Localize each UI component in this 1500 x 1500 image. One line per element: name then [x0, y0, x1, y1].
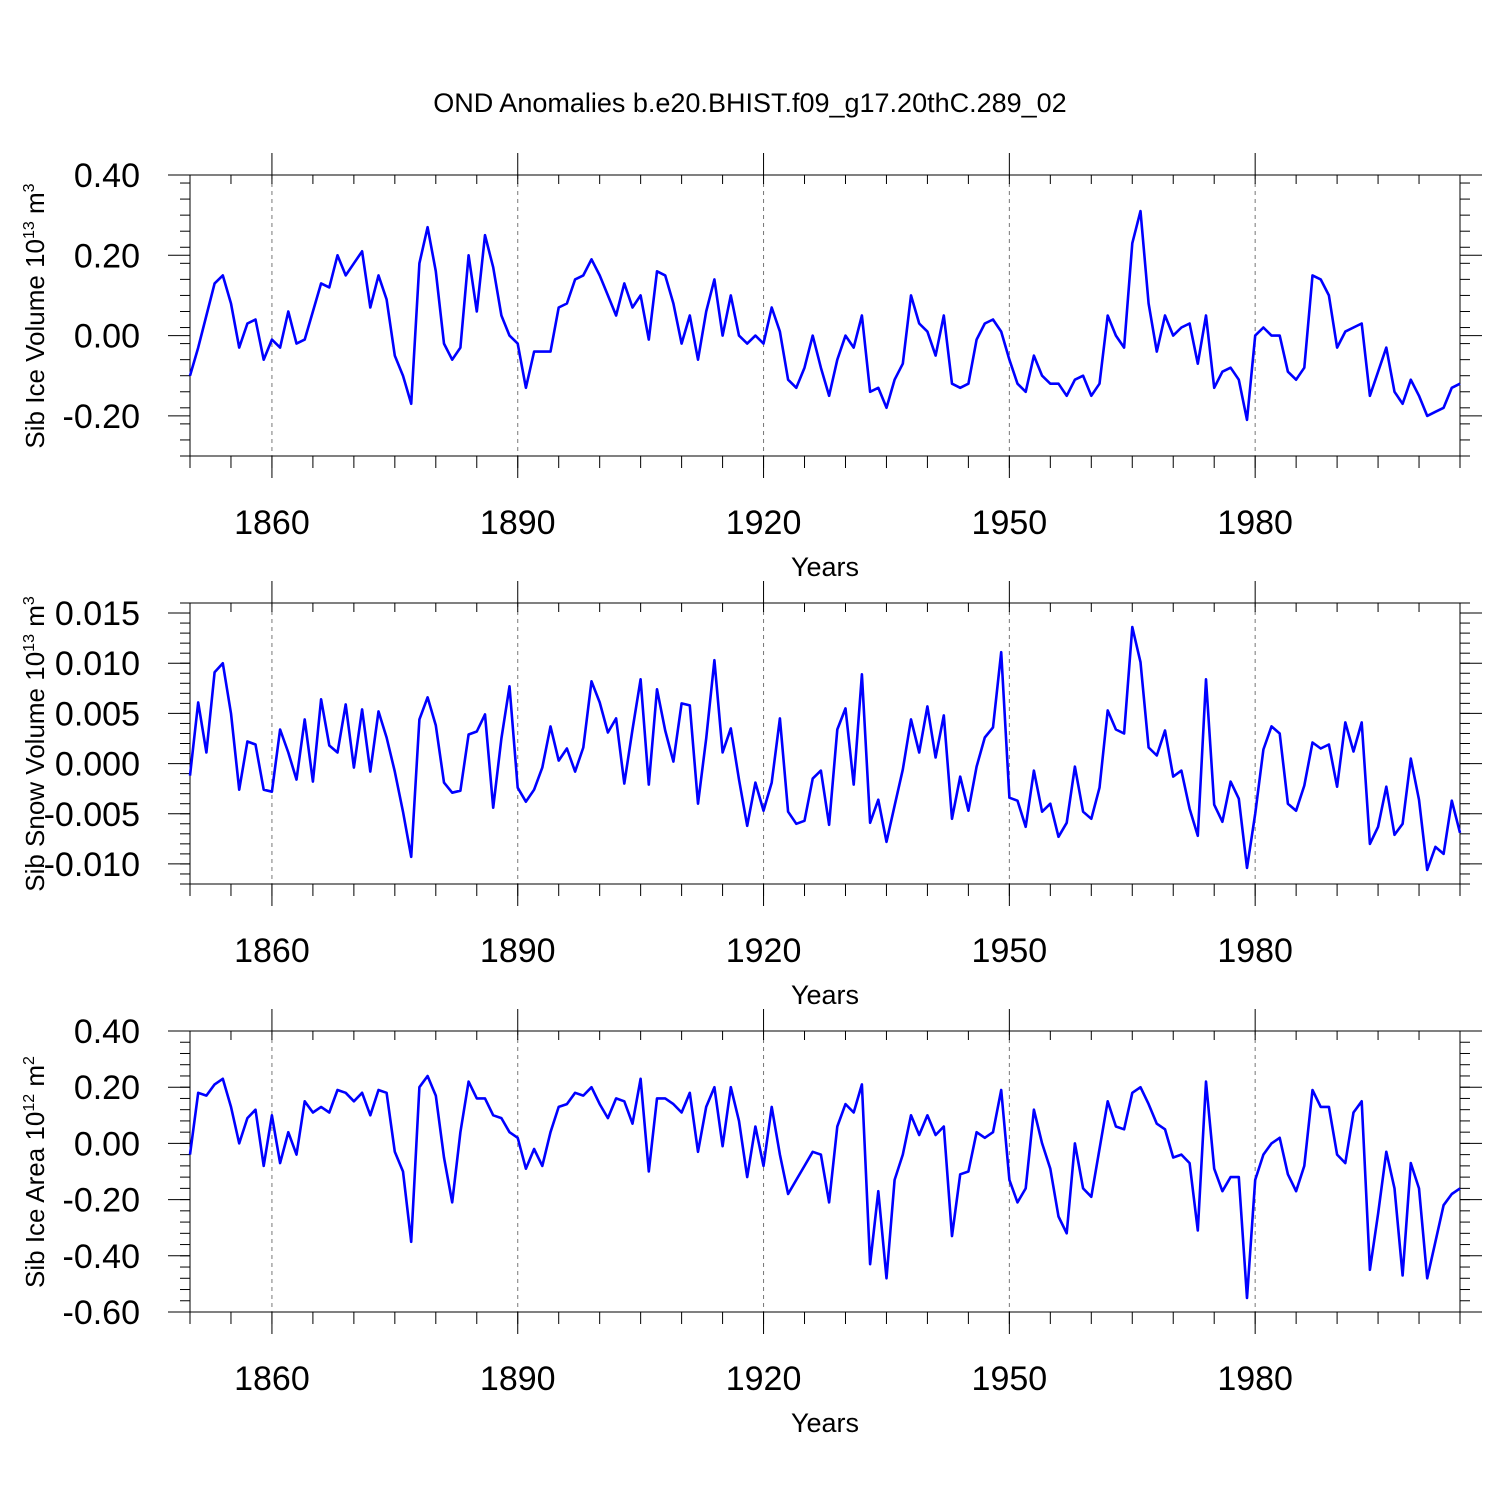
ylabel-unit-exponent: 3: [21, 596, 38, 605]
ylabel-unit: m: [20, 1065, 50, 1094]
ylabel-exponent: 13: [21, 221, 38, 239]
ylabel-exponent: 12: [21, 1094, 38, 1112]
y-tick-label: 0.005: [55, 695, 140, 733]
y-tick-label: -0.005: [44, 796, 140, 834]
series-line-sib-ice-area: [188, 1074, 1461, 1300]
ylabel-unit: m: [20, 605, 50, 634]
y-tick-label: -0.40: [63, 1238, 141, 1276]
series-layer-sib-ice-area: 1860 1890 1920 1950 1980 0.40 0.20 0.00 -0.20 -0.…: [63, 1009, 1482, 1398]
y-tick-label: -0.20: [63, 1182, 141, 1220]
y-tick-label: 0.010: [55, 645, 140, 683]
plot-frame: [189, 1030, 1461, 1313]
ylabel-unit-exponent: 2: [21, 1056, 38, 1065]
y-tick-label: 0.40: [74, 157, 140, 195]
panel-sib-ice-volume: 1860 1890 1920 1950 1980 0.40 0.20 0.00 -0.20 Si…: [20, 153, 1482, 582]
x-tick-label: 1950: [972, 1360, 1048, 1398]
xlabel-sib-snow-volume: Years: [791, 980, 859, 1010]
y-tick-label: 0.015: [55, 595, 140, 633]
panel-sib-snow-volume: 1860 1890 1920 1950 1980 0.015 0.010 0.005 0.000…: [20, 581, 1482, 1010]
series-line-sib-ice-volume: [188, 209, 1461, 422]
x-tick-label: 1860: [234, 932, 310, 970]
y-tick-label: 0.00: [74, 318, 140, 356]
y-tick-label: -0.60: [63, 1294, 141, 1332]
x-tick-label: 1950: [972, 932, 1048, 970]
ylabel-unit-exponent: 3: [21, 183, 38, 192]
ylabel-sib-snow-volume: Sib Snow Volume 1013 m3: [20, 596, 50, 892]
plot-frame: [189, 174, 1461, 457]
ylabel-unit: m: [20, 192, 50, 221]
ylabel-sib-ice-area: Sib Ice Area 1012 m2: [20, 1056, 50, 1288]
y-tick-label: 0.000: [55, 746, 140, 784]
x-tick-label: 1920: [726, 1360, 802, 1398]
x-tick-label: 1890: [480, 504, 556, 542]
x-tick-label: 1920: [726, 932, 802, 970]
ylabel-main: Sib Snow Volume 10: [20, 652, 50, 892]
ylabel-main: Sib Ice Volume 10: [20, 239, 50, 449]
x-tick-label: 1980: [1217, 504, 1293, 542]
xlabel-sib-ice-area: Years: [791, 1408, 859, 1438]
plot-frame: [189, 602, 1461, 885]
y-tick-label: 0.20: [74, 237, 140, 275]
x-tick-label: 1860: [234, 1360, 310, 1398]
x-tick-label: 1980: [1217, 1360, 1293, 1398]
x-tick-label: 1890: [480, 932, 556, 970]
ylabel-exponent: 13: [21, 634, 38, 652]
panel-sib-ice-area: 1860 1890 1920 1950 1980 0.40 0.20 0.00 -0.20 -0.…: [20, 1009, 1482, 1438]
y-tick-label: 0.00: [74, 1125, 140, 1163]
chart-title: OND Anomalies b.e20.BHIST.f09_g17.20thC.…: [433, 88, 1066, 118]
series-layer-sib-snow-volume: 1860 1890 1920 1950 1980 0.015 0.010 0.005 0.000…: [44, 581, 1482, 970]
series-layer-sib-ice-volume: 1860 1890 1920 1950 1980 0.40 0.20 0.00 -0.20: [63, 153, 1482, 542]
x-tick-label: 1980: [1217, 932, 1293, 970]
x-tick-label: 1950: [972, 504, 1048, 542]
series-line-sib-snow-volume: [188, 625, 1462, 872]
y-tick-label: 0.20: [74, 1069, 140, 1107]
y-tick-label: 0.40: [74, 1013, 140, 1051]
x-tick-label: 1860: [234, 504, 310, 542]
x-tick-label: 1920: [726, 504, 802, 542]
x-tick-label: 1890: [480, 1360, 556, 1398]
y-tick-label: -0.010: [44, 846, 140, 884]
xlabel-sib-ice-volume: Years: [791, 552, 859, 582]
ylabel-main: Sib Ice Area 10: [20, 1112, 50, 1288]
y-tick-label: -0.20: [63, 398, 141, 436]
ylabel-sib-ice-volume: Sib Ice Volume 1013 m3: [20, 183, 50, 448]
